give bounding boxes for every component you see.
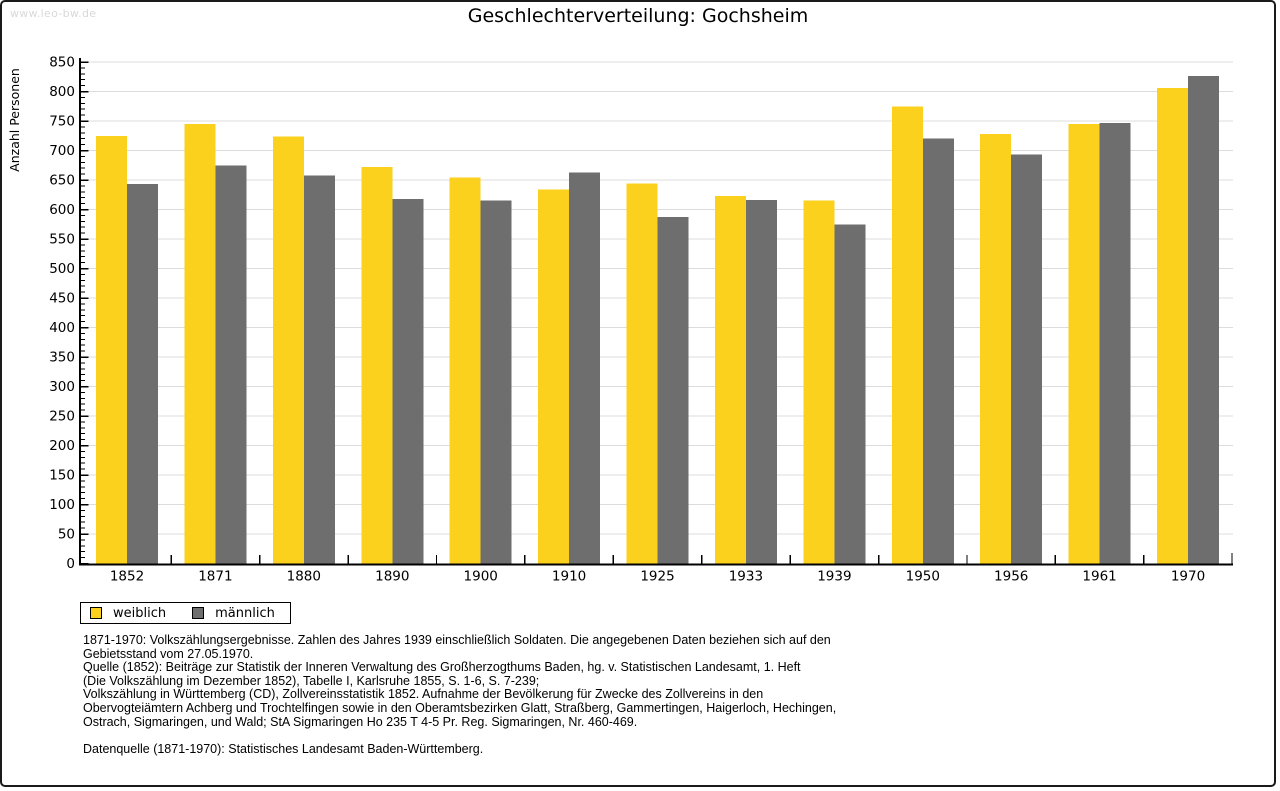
x-category-label-1900: 1900 bbox=[464, 569, 498, 585]
spacer bbox=[83, 729, 836, 743]
bar-maennlich-1900 bbox=[480, 200, 512, 564]
x-category-label-1910: 1910 bbox=[552, 569, 586, 585]
x-category-label-1925: 1925 bbox=[640, 569, 674, 585]
bar-weiblich-1852 bbox=[96, 135, 127, 564]
bar-weiblich-1961 bbox=[1068, 124, 1100, 564]
x-category-label-1961: 1961 bbox=[1082, 569, 1116, 585]
bar-maennlich-1880 bbox=[303, 175, 335, 564]
bar-maennlich-1956 bbox=[1011, 154, 1043, 564]
watermark: www.leo-bw.de bbox=[10, 7, 97, 20]
source-note-line: Volkszählung in Württemberg (CD), Zollve… bbox=[83, 687, 764, 702]
x-category-label-1970: 1970 bbox=[1171, 569, 1205, 585]
source-note-line: Gebietsstand vom 27.05.1970. bbox=[83, 646, 254, 661]
y-tick-label-650: 650 bbox=[49, 173, 75, 189]
x-category-label-1950: 1950 bbox=[906, 569, 940, 585]
bar-maennlich-1970 bbox=[1188, 76, 1219, 564]
y-tick-label-100: 100 bbox=[49, 497, 75, 513]
legend-swatch-weiblich bbox=[90, 607, 102, 619]
y-tick-label-750: 750 bbox=[49, 114, 75, 130]
y-tick-label-550: 550 bbox=[49, 232, 75, 248]
y-tick-label-700: 700 bbox=[49, 143, 75, 159]
y-tick-label-0: 0 bbox=[66, 556, 75, 572]
y-tick-label-300: 300 bbox=[49, 379, 75, 395]
bar-weiblich-1871 bbox=[184, 124, 216, 564]
y-tick-label-150: 150 bbox=[49, 468, 75, 484]
legend: weiblich männlich bbox=[80, 602, 291, 624]
x-category-label-1956: 1956 bbox=[994, 569, 1028, 585]
bar-weiblich-1925 bbox=[626, 183, 658, 564]
bar-chart-canvas: 1852 1871 1880 1890 1900 1910 1925 1933 1939 1950… bbox=[7, 55, 1233, 585]
source-note-line: Quelle (1852): Beiträge zur Statistik de… bbox=[83, 660, 801, 675]
y-tick-label-800: 800 bbox=[49, 84, 75, 100]
y-tick-label-50: 50 bbox=[58, 527, 75, 543]
bar-weiblich-1933 bbox=[714, 195, 746, 564]
y-tick-label-850: 850 bbox=[49, 55, 75, 71]
x-category-label-1852: 1852 bbox=[110, 569, 144, 585]
y-tick-label-350: 350 bbox=[49, 350, 75, 366]
source-notes: 1871-1970: Volkszählungsergebnisse. Zahl… bbox=[83, 633, 837, 757]
y-tick-label-600: 600 bbox=[49, 202, 75, 218]
bar-weiblich-1956 bbox=[980, 134, 1012, 564]
legend-label-weiblich: weiblich bbox=[113, 605, 167, 621]
x-category-label-1939: 1939 bbox=[817, 569, 851, 585]
source-note-line: Obervogteiämtern Achberg und Trochtelfin… bbox=[83, 700, 837, 715]
bar-maennlich-1871 bbox=[215, 165, 247, 564]
bar-weiblich-1950 bbox=[891, 106, 923, 564]
legend-label-maennlich: männlich bbox=[215, 605, 275, 621]
bar-maennlich-1890 bbox=[392, 198, 424, 564]
source-note-line: Ostrach, Sigmaringen, und Wald; StA Sigm… bbox=[83, 714, 638, 729]
y-axis-title: Anzahl Personen bbox=[7, 68, 22, 172]
bar-maennlich-1910 bbox=[569, 172, 601, 564]
x-category-label-1871: 1871 bbox=[198, 569, 232, 585]
legend-swatch-maennlich bbox=[192, 607, 205, 619]
bar-maennlich-1961 bbox=[1099, 122, 1131, 564]
source-note-line: (Die Volkszählung im Dezember 1852), Tab… bbox=[83, 673, 540, 688]
bar-maennlich-1950 bbox=[922, 138, 954, 564]
bar-weiblich-1880 bbox=[272, 136, 304, 564]
y-tick-label-400: 400 bbox=[49, 320, 75, 336]
y-tick-label-200: 200 bbox=[49, 438, 75, 454]
y-tick-label-500: 500 bbox=[49, 261, 75, 277]
bar-weiblich-1970 bbox=[1157, 88, 1188, 564]
y-tick-label-450: 450 bbox=[49, 291, 75, 307]
chart-title: Geschlechterverteilung: Gochsheim bbox=[467, 5, 809, 27]
x-category-label-1933: 1933 bbox=[729, 569, 763, 585]
bar-maennlich-1925 bbox=[657, 217, 689, 564]
bar-maennlich-1933 bbox=[745, 200, 777, 564]
y-tick-label-250: 250 bbox=[49, 409, 75, 425]
bar-weiblich-1939 bbox=[803, 200, 835, 564]
bar-weiblich-1910 bbox=[538, 189, 570, 564]
bar-weiblich-1900 bbox=[449, 177, 481, 564]
source-note-line: 1871-1970: Volkszählungsergebnisse. Zahl… bbox=[83, 633, 831, 647]
bar-maennlich-1852 bbox=[127, 184, 158, 564]
bar-maennlich-1939 bbox=[834, 224, 866, 564]
datasource-line: Datenquelle (1871-1970): Statistisches L… bbox=[83, 742, 484, 757]
x-category-label-1880: 1880 bbox=[287, 569, 321, 585]
x-category-label-1890: 1890 bbox=[375, 569, 409, 585]
bar-weiblich-1890 bbox=[361, 167, 393, 564]
